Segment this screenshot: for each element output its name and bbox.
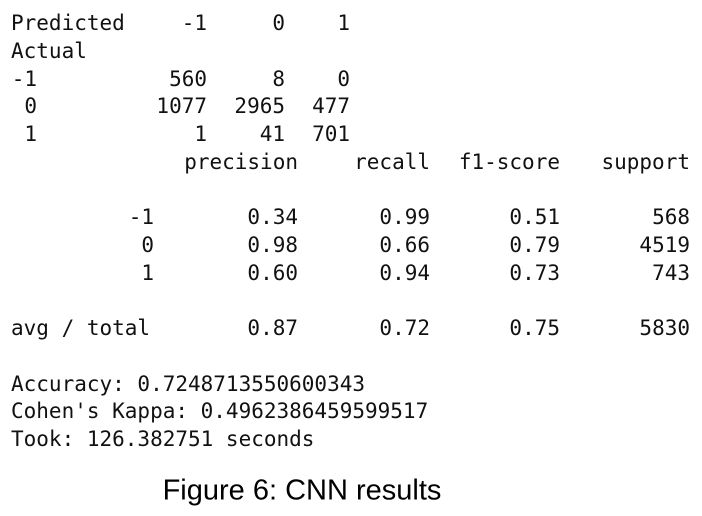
report-cell: 743 (652, 261, 690, 285)
metric-line: Cohen's Kappa: 0.4962386459599517 (11, 399, 428, 423)
report-cell: 0.79 (509, 233, 560, 257)
report-total-label: avg / total (11, 316, 150, 340)
matrix-column: 1 (337, 11, 350, 35)
matrix-cell: 0 (337, 67, 350, 91)
matrix-cell: 41 (260, 122, 285, 146)
matrix-cell: 2965 (234, 94, 285, 118)
report-cell: 0.60 (247, 261, 298, 285)
matrix-row-header: Actual (11, 39, 87, 63)
report-cell: 0.66 (379, 233, 430, 257)
report-cell: 568 (652, 205, 690, 229)
report-total-cell: 0.75 (509, 316, 560, 340)
report-column: precision (184, 150, 298, 174)
matrix-row-label: 0 (24, 94, 37, 118)
report-total-cell: 5830 (639, 316, 690, 340)
matrix-cell: 477 (312, 94, 350, 118)
matrix-column: -1 (182, 11, 207, 35)
metric-line: Took: 126.382751 seconds (11, 427, 314, 451)
report-cell: 0.51 (509, 205, 560, 229)
matrix-corner: Predicted (11, 11, 125, 35)
report-column: f1-score (459, 150, 560, 174)
report-row-label: -1 (129, 205, 154, 229)
report-cell: 0.73 (509, 261, 560, 285)
report-total-cell: 0.87 (247, 316, 298, 340)
matrix-cell: 560 (169, 67, 207, 91)
matrix-row-label: 1 (24, 122, 37, 146)
matrix-cell: 1 (194, 122, 207, 146)
report-cell: 0.34 (247, 205, 298, 229)
report-row-label: 1 (141, 261, 154, 285)
report-cell: 0.99 (379, 205, 430, 229)
matrix-row-label: -1 (12, 67, 37, 91)
matrix-cell: 1077 (156, 94, 207, 118)
report-cell: 0.94 (379, 261, 430, 285)
report-column: support (601, 150, 690, 174)
caption: Figure 6: CNN results (163, 475, 442, 507)
matrix-cell: 701 (312, 122, 350, 146)
report-cell: 0.98 (247, 233, 298, 257)
report-column: recall (354, 150, 430, 174)
report-cell: 4519 (639, 233, 690, 257)
metric-line: Accuracy: 0.7248713550600343 (11, 372, 365, 396)
matrix-cell: 8 (272, 67, 285, 91)
matrix-column: 0 (272, 11, 285, 35)
report-row-label: 0 (141, 233, 154, 257)
report-total-cell: 0.72 (379, 316, 430, 340)
